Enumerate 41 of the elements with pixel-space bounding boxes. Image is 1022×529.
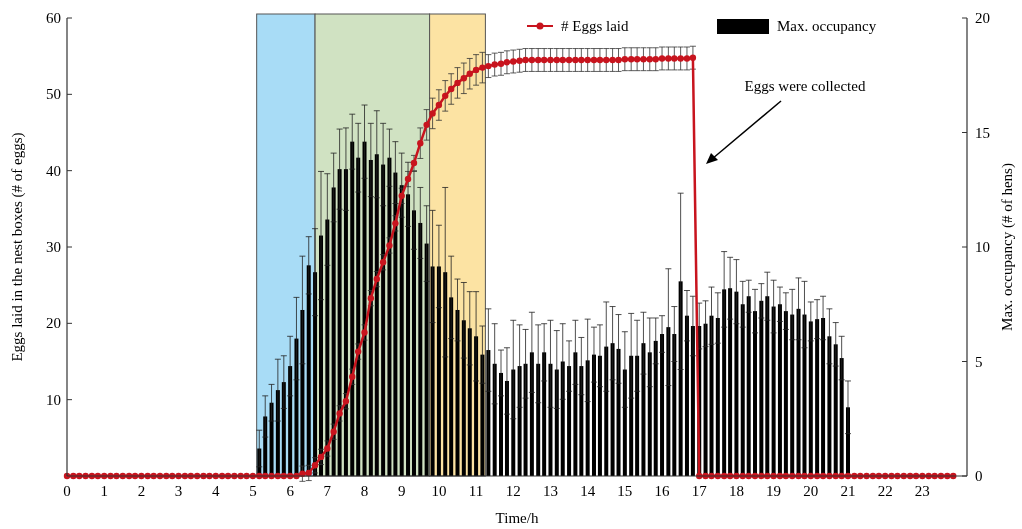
x-tick-label: 15 (617, 483, 633, 499)
y2-tick-label: 10 (975, 239, 990, 255)
y-tick-label: 30 (46, 239, 61, 255)
y-tick-label: 40 (46, 162, 61, 179)
x-tick-label: 3 (174, 483, 183, 499)
x-tick-label: 5 (249, 483, 257, 499)
x-tick-label: 17 (691, 483, 708, 499)
x-tick-label: 16 (654, 483, 671, 499)
y2-axis-title: Max. occupancy (# of hens) (999, 163, 1016, 331)
y2-tick-label: 5 (975, 353, 983, 370)
y2-tick-label: 20 (975, 10, 990, 26)
y-tick-label: 20 (46, 315, 61, 332)
x-tick-label: 4 (212, 483, 221, 499)
x-tick-label: 20 (803, 483, 819, 499)
x-tick-label: 13 (542, 483, 558, 499)
legend-label: # Eggs laid (561, 18, 629, 34)
y-tick-label: 10 (46, 391, 61, 408)
y-tick-label: 60 (46, 10, 61, 26)
x-tick-label: 2 (137, 483, 146, 499)
y2-tick-label: 0 (975, 468, 983, 484)
x-tick-label: 10 (431, 483, 447, 499)
x-axis-title: Time/h (495, 510, 539, 526)
x-tick-label: 6 (286, 483, 295, 499)
y-tick-label: 50 (46, 86, 61, 103)
x-tick-label: 18 (728, 483, 744, 499)
legend-label: Max. occupancy (777, 18, 877, 34)
y2-tick-label: 15 (975, 124, 990, 141)
y-axis-title: Eggs laid in the nest boxes (# of eggs) (9, 132, 26, 362)
x-tick-label: 11 (468, 483, 484, 499)
x-tick-label: 7 (323, 483, 332, 499)
x-tick-label: 21 (840, 483, 856, 499)
x-tick-label: 1 (100, 483, 108, 499)
x-tick-label: 12 (505, 483, 521, 499)
x-tick-label: 22 (877, 483, 893, 499)
x-tick-label: 23 (914, 483, 930, 499)
x-tick-label: 8 (360, 483, 369, 499)
x-tick-label: 14 (580, 483, 596, 499)
x-tick-label: 0 (63, 483, 71, 499)
annotation: Eggs were collected (744, 78, 866, 94)
x-tick-label: 19 (766, 483, 782, 499)
x-tick-label: 9 (397, 483, 406, 499)
